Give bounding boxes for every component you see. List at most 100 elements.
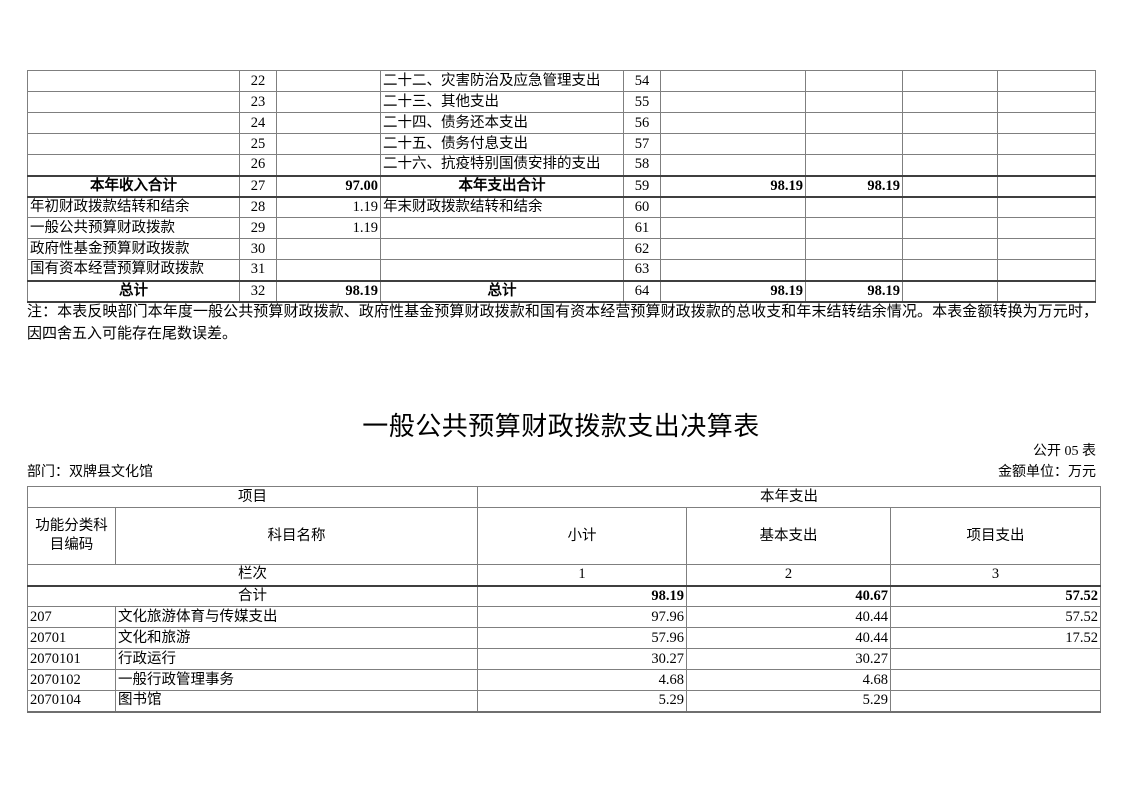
lane-number-cell: 2 <box>686 564 891 586</box>
right-item-cell: 总计 <box>380 279 624 303</box>
right-row-no-cell: 64 <box>623 279 661 303</box>
right-item-cell: 年末财政拨款结转和结余 <box>380 196 624 218</box>
amount-cell <box>997 259 1096 281</box>
left-item-cell: 总计 <box>27 279 240 303</box>
left-amount-cell <box>276 70 381 92</box>
right-item-cell: 二十六、抗疫特别国债安排的支出 <box>380 154 624 176</box>
left-row-no-cell: 24 <box>239 112 277 134</box>
basic-cell: 5.29 <box>686 690 891 713</box>
amount-cell <box>805 259 903 281</box>
code-cell: 2070101 <box>27 648 116 670</box>
right-row-no-cell: 61 <box>623 217 661 239</box>
amount-cell <box>902 259 998 281</box>
amount-cell <box>660 259 806 281</box>
amount-cell <box>660 238 806 260</box>
code-cell: 207 <box>27 606 116 628</box>
amount-cell <box>997 174 1096 198</box>
left-amount-cell <box>276 112 381 134</box>
amount-cell <box>805 133 903 155</box>
left-row-no-cell: 29 <box>239 217 277 239</box>
project-cell: 17.52 <box>890 627 1101 649</box>
left-item-cell <box>27 91 240 113</box>
amount-cell <box>805 112 903 134</box>
grand-total-row: 总计 32 98.19 总计 64 98.19 98.19 <box>27 279 1096 303</box>
amount-cell <box>805 91 903 113</box>
left-item-cell <box>27 70 240 92</box>
left-amount-cell: 1.19 <box>276 196 381 218</box>
amount-cell <box>997 279 1096 303</box>
right-row-no-cell: 55 <box>623 91 661 113</box>
total-income-row: 本年收入合计 27 97.00 本年支出合计 59 98.19 98.19 <box>27 174 1096 198</box>
right-item-cell: 本年支出合计 <box>380 174 624 198</box>
table-row: 25 二十五、债务付息支出 57 <box>27 133 1096 155</box>
amount-cell <box>805 238 903 260</box>
amount-cell: 98.19 <box>805 279 903 303</box>
amount-cell <box>660 196 806 218</box>
left-row-no-cell: 22 <box>239 70 277 92</box>
table-note: 注：本表反映部门本年度一般公共预算财政拨款、政府性基金预算财政拨款和国有资本经营… <box>27 304 1098 342</box>
lane-row: 栏次 1 2 3 <box>27 564 1101 586</box>
table-row: 2070102 一般行政管理事务 4.68 4.68 <box>27 669 1101 691</box>
amount-cell <box>660 91 806 113</box>
header-group-expenditure: 本年支出 <box>477 486 1101 508</box>
left-item-cell <box>27 112 240 134</box>
code-cell: 2070102 <box>27 669 116 691</box>
table-row: 年初财政拨款结转和结余 28 1.19 年末财政拨款结转和结余 60 <box>27 196 1096 218</box>
right-item-cell: 二十四、债务还本支出 <box>380 112 624 134</box>
name-cell: 一般行政管理事务 <box>115 669 478 691</box>
subtotal-cell: 4.68 <box>477 669 687 691</box>
right-item-cell <box>380 217 624 239</box>
table-row: 24 二十四、债务还本支出 56 <box>27 112 1096 134</box>
right-row-no-cell: 54 <box>623 70 661 92</box>
left-row-no-cell: 31 <box>239 259 277 281</box>
name-cell: 文化旅游体育与传媒支出 <box>115 606 478 628</box>
amount-cell <box>902 238 998 260</box>
table-row: 一般公共预算财政拨款 29 1.19 61 <box>27 217 1096 239</box>
amount-cell: 98.19 <box>660 174 806 198</box>
table-row: 2070104 图书馆 5.29 5.29 <box>27 690 1101 713</box>
right-item-cell: 二十五、债务付息支出 <box>380 133 624 155</box>
unit-label: 金额单位：万元 <box>998 465 1096 480</box>
amount-cell <box>902 70 998 92</box>
amount-cell <box>660 70 806 92</box>
amount-cell <box>997 112 1096 134</box>
code-cell: 2070104 <box>27 690 116 713</box>
table-row: 207 文化旅游体育与传媒支出 97.96 40.44 57.52 <box>27 606 1101 628</box>
left-row-no-cell: 23 <box>239 91 277 113</box>
project-cell: 57.52 <box>890 584 1101 607</box>
table-row: 26 二十六、抗疫特别国债安排的支出 58 <box>27 154 1096 176</box>
left-amount-cell <box>276 154 381 176</box>
left-item-cell: 一般公共预算财政拨款 <box>27 217 240 239</box>
header-col-project: 项目支出 <box>890 507 1101 565</box>
name-cell: 文化和旅游 <box>115 627 478 649</box>
amount-cell <box>902 217 998 239</box>
amount-cell <box>660 217 806 239</box>
table-row: 23 二十三、其他支出 55 <box>27 91 1096 113</box>
total-label-cell: 合计 <box>27 584 478 607</box>
right-row-no-cell: 62 <box>623 238 661 260</box>
left-row-no-cell: 30 <box>239 238 277 260</box>
right-item-cell: 二十三、其他支出 <box>380 91 624 113</box>
left-item-cell: 政府性基金预算财政拨款 <box>27 238 240 260</box>
page-title: 一般公共预算财政拨款支出决算表 <box>362 412 760 441</box>
right-item-cell <box>380 238 624 260</box>
project-cell: 57.52 <box>890 606 1101 628</box>
left-amount-cell <box>276 91 381 113</box>
amount-cell <box>902 112 998 134</box>
amount-cell: 98.19 <box>660 279 806 303</box>
right-item-cell: 二十二、灾害防治及应急管理支出 <box>380 70 624 92</box>
total-row: 合计 98.19 40.67 57.52 <box>27 584 1101 607</box>
amount-cell <box>902 174 998 198</box>
amount-cell <box>805 217 903 239</box>
amount-cell <box>902 196 998 218</box>
table-row: 政府性基金预算财政拨款 30 62 <box>27 238 1096 260</box>
right-row-no-cell: 60 <box>623 196 661 218</box>
lane-number-cell: 1 <box>477 564 687 586</box>
left-amount-cell <box>276 259 381 281</box>
lane-label-cell: 栏次 <box>27 564 478 586</box>
amount-cell <box>660 133 806 155</box>
amount-cell <box>902 154 998 176</box>
subtotal-cell: 97.96 <box>477 606 687 628</box>
header-col-name: 科目名称 <box>115 507 478 565</box>
table-row: 2070101 行政运行 30.27 30.27 <box>27 648 1101 670</box>
